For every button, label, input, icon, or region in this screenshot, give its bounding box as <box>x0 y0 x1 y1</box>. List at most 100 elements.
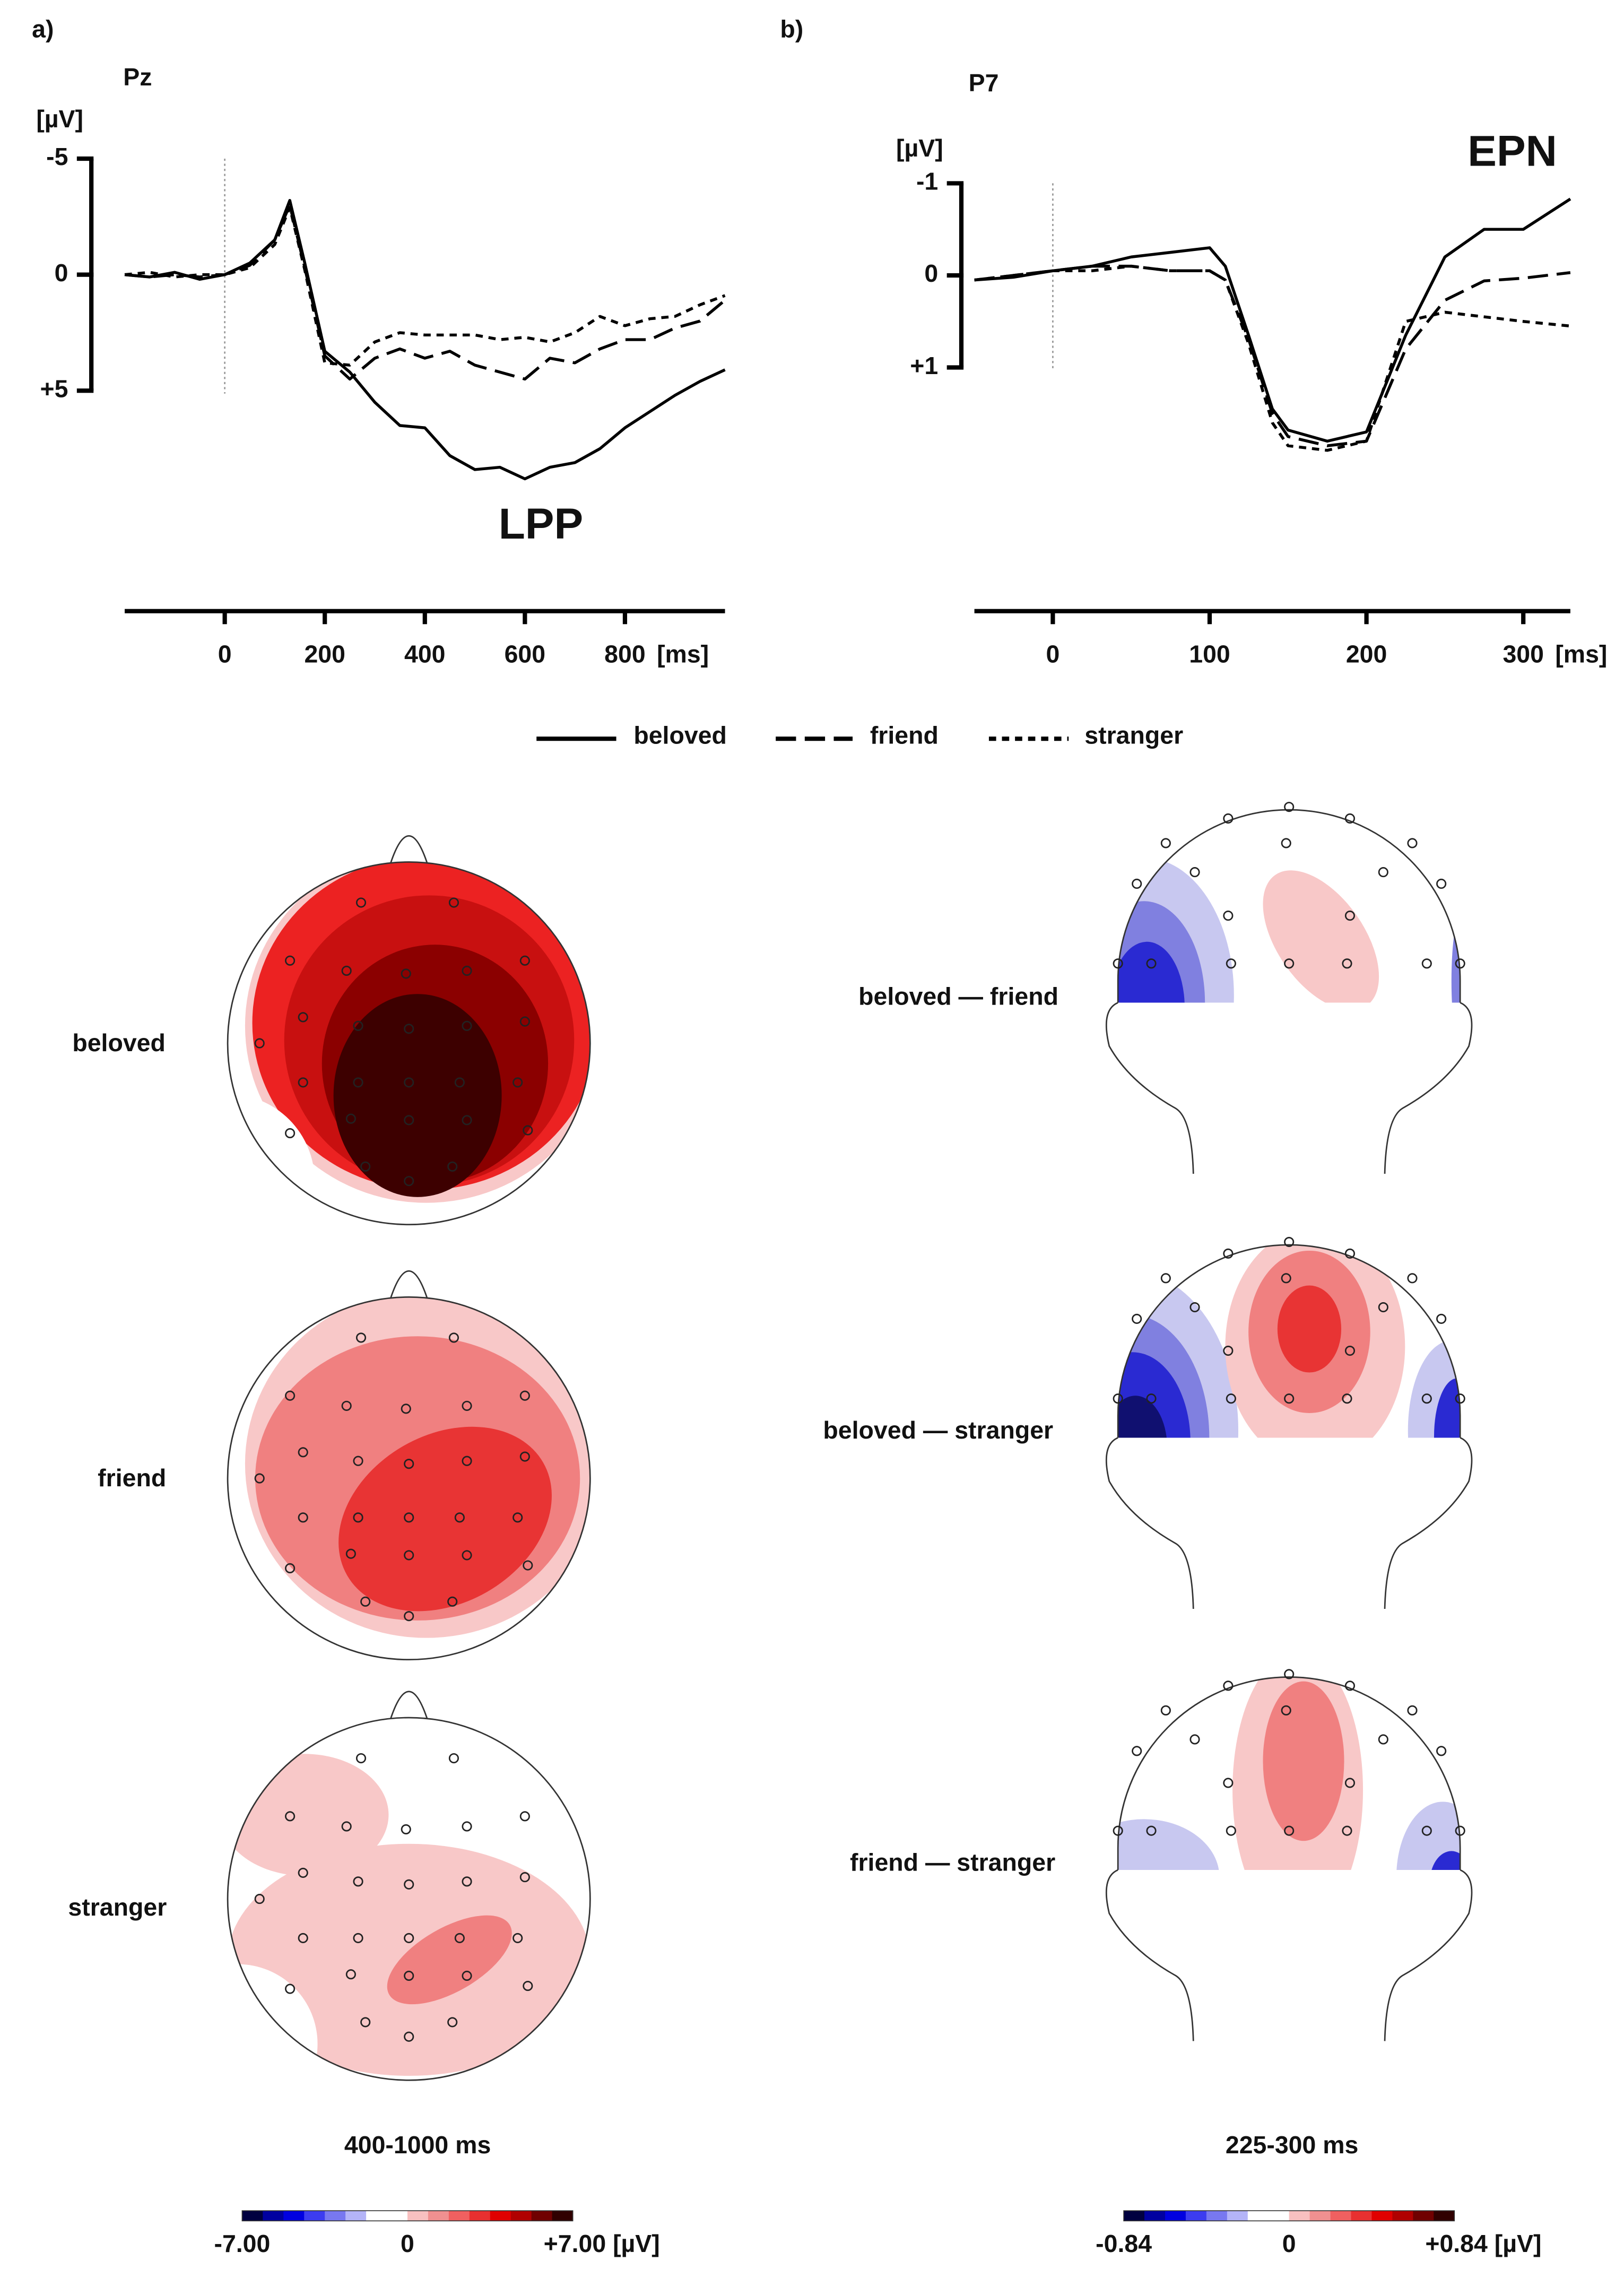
electrode <box>1421 1393 1432 1404</box>
contour <box>1429 1851 1461 1870</box>
electrode <box>1378 867 1388 878</box>
colorbar-segment <box>1247 2211 1269 2221</box>
electrode <box>341 1821 352 1832</box>
colorbar-segment <box>345 2211 367 2221</box>
electrode <box>1223 1248 1234 1259</box>
electrode <box>345 1113 356 1124</box>
colorbar-segment <box>1330 2211 1352 2221</box>
colorbar-segment <box>366 2211 387 2221</box>
colorbar-segment <box>1227 2211 1248 2221</box>
electrode <box>355 1753 367 1764</box>
erp-line <box>974 264 1571 452</box>
colorbar-segment <box>1289 2211 1310 2221</box>
electrode <box>462 1115 472 1125</box>
x-axis-label: [ms] <box>657 640 709 668</box>
time-window: 400-1000 ms <box>344 2131 491 2159</box>
electrode <box>1436 1313 1447 1324</box>
electrode <box>345 1969 356 1980</box>
electrode <box>448 1753 459 1764</box>
electrode <box>1342 958 1352 969</box>
electrode <box>1455 1393 1465 1404</box>
electrode <box>1284 1393 1295 1404</box>
electrode <box>1421 958 1432 969</box>
electrode <box>454 1077 465 1088</box>
electrode <box>1378 1302 1388 1313</box>
electrode <box>404 1077 414 1088</box>
y-tick-label: 0 <box>55 259 68 287</box>
colorbar-segment <box>242 2211 264 2221</box>
contour <box>228 1580 279 1660</box>
electrode <box>401 968 411 979</box>
electrode <box>1146 958 1157 969</box>
electrode <box>298 1867 308 1878</box>
y-axis-label: [µV] <box>36 105 83 133</box>
electrode <box>462 1400 472 1411</box>
electrode <box>513 1512 523 1523</box>
legend-label: stranger <box>1084 722 1183 749</box>
map-fill <box>1118 810 1461 1003</box>
erp-line <box>124 206 726 367</box>
electrode <box>1189 1734 1200 1745</box>
nose <box>389 1691 429 1721</box>
electrode <box>513 1077 523 1088</box>
electrode <box>1223 1345 1234 1356</box>
colorbar-segment <box>1413 2211 1435 2221</box>
electrode <box>1281 1705 1291 1716</box>
electrode <box>1344 1248 1356 1259</box>
neck-outline <box>1105 1869 1473 2041</box>
electrode <box>1113 1825 1123 1836</box>
electrode <box>1160 838 1171 848</box>
contour <box>1118 1396 1168 1438</box>
electrode <box>353 1077 363 1088</box>
electrode <box>298 1012 308 1023</box>
colorbar-segment <box>510 2211 532 2221</box>
x-tick-label: 300 <box>1503 640 1544 668</box>
electrode <box>353 1512 363 1523</box>
electrode <box>447 2017 458 2028</box>
contour <box>1118 1819 1220 1870</box>
legend-label: beloved <box>633 722 727 749</box>
colorbar-segment <box>1165 2211 1186 2221</box>
topomap <box>1105 802 1473 1174</box>
x-tick-label: 0 <box>218 640 232 668</box>
electrode <box>513 1933 523 1943</box>
contour <box>1263 870 1379 1003</box>
electrode <box>1281 838 1291 848</box>
electrode <box>519 1811 530 1822</box>
electrode <box>523 1560 533 1571</box>
colorbar-segment <box>1206 2211 1228 2221</box>
electrode <box>1281 1273 1291 1284</box>
x-tick-label: 400 <box>404 640 446 668</box>
map-fill <box>228 862 590 1225</box>
electrode <box>298 1447 308 1458</box>
electrode <box>1113 958 1123 969</box>
colorbar-label: 0 <box>401 2230 414 2257</box>
electrode <box>1344 813 1356 824</box>
electrode <box>1223 1681 1234 1691</box>
head-outline <box>227 1296 591 1661</box>
map-fill <box>1118 1677 1461 1870</box>
electrode <box>1455 958 1465 969</box>
electrode <box>1342 1825 1352 1836</box>
colorbar-segment <box>387 2211 408 2221</box>
contour <box>1396 1801 1461 1870</box>
colorbar-segment <box>1144 2211 1166 2221</box>
erp-line <box>974 264 1571 447</box>
electrode <box>345 1548 356 1559</box>
electrode <box>462 965 472 976</box>
colorbar-label: -7.00 <box>214 2230 270 2257</box>
electrode <box>1226 1393 1236 1404</box>
colorbar-label: +7.00 [µV] <box>544 2230 660 2257</box>
electrode <box>519 1872 530 1883</box>
topomap <box>227 1270 591 1661</box>
electrode <box>355 897 367 908</box>
nose <box>389 1270 429 1301</box>
x-tick-label: 0 <box>1046 640 1059 668</box>
colorbar-segment <box>448 2211 470 2221</box>
contour <box>387 1915 512 2005</box>
electrode <box>1226 958 1236 969</box>
colorbar-segment <box>490 2211 511 2221</box>
electrode <box>519 1451 530 1462</box>
head-outline <box>227 861 591 1226</box>
